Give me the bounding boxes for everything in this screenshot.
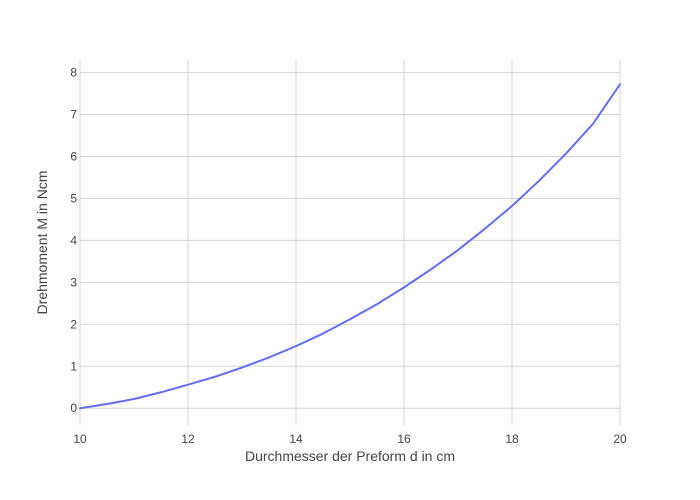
y-tick-label: 8 xyxy=(70,66,77,80)
x-tick-label: 20 xyxy=(613,432,627,446)
x-tick-label: 18 xyxy=(505,432,519,446)
y-tick-label: 6 xyxy=(70,149,77,163)
series-line xyxy=(79,83,621,410)
x-tick-label: 16 xyxy=(397,432,411,446)
grid xyxy=(79,60,621,425)
y-tick-label: 2 xyxy=(70,317,77,331)
x-tick-label: 14 xyxy=(289,432,303,446)
y-tick-label: 0 xyxy=(70,401,77,415)
y-tick-label: 7 xyxy=(70,108,77,122)
y-tick-label: 4 xyxy=(70,233,77,247)
x-axis-ticks: 10 12 14 16 18 20 xyxy=(73,432,627,446)
x-tick-label: 10 xyxy=(73,432,87,446)
series-layer xyxy=(79,83,621,410)
y-axis-ticks: 0 1 2 3 4 5 6 7 8 xyxy=(70,66,77,416)
y-tick-label: 3 xyxy=(70,275,77,289)
y-tick-label: 1 xyxy=(70,359,77,373)
y-axis-title: Drehmoment M in Ncm xyxy=(34,171,50,315)
y-tick-label: 5 xyxy=(70,191,77,205)
x-axis-title: Durchmesser der Preform d in cm xyxy=(245,448,455,464)
x-tick-label: 12 xyxy=(181,432,195,446)
